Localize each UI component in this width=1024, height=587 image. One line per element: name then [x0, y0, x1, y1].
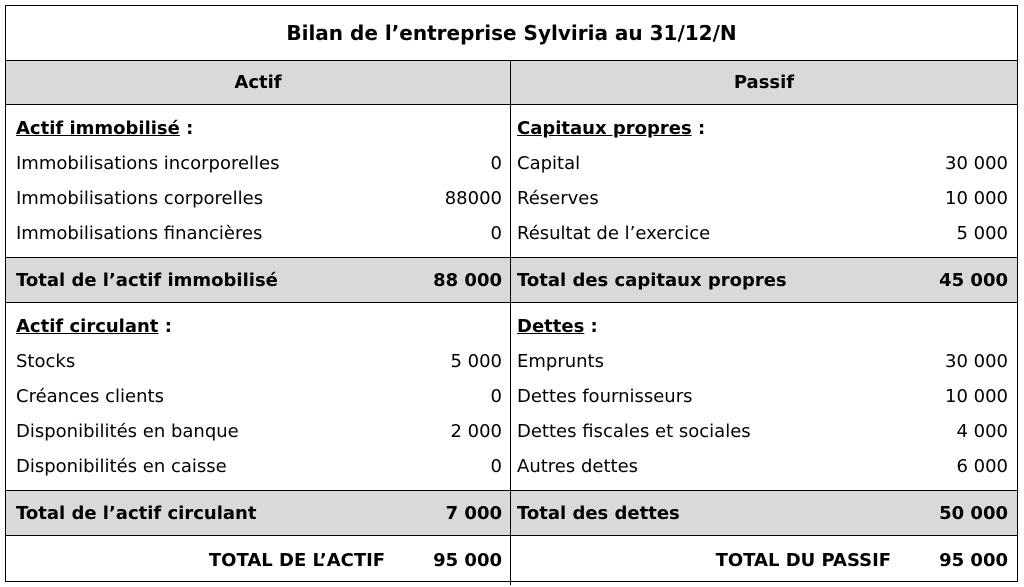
table-row: Créances clients 0	[16, 379, 502, 414]
header-passif: Passif	[733, 72, 795, 93]
row-label: Réserves	[517, 188, 599, 209]
row-label: Capital	[517, 153, 581, 174]
grand-total-row: TOTAL DE L’ACTIF 95 000 TOTAL DU PASSIF …	[6, 536, 1017, 585]
table-row: Immobilisations financières 0	[16, 216, 502, 251]
row-value: 2 000	[450, 421, 502, 442]
table-title: Bilan de l’entreprise Sylviria au 31/12/…	[6, 6, 1017, 61]
section-immobilise-capitaux: Actif immobilisé : Immobilisations incor…	[6, 105, 1017, 258]
row-value: 0	[490, 456, 502, 477]
table-row: Dettes fiscales et sociales 4 000	[517, 414, 1008, 449]
row-label: Dettes fiscales et sociales	[517, 421, 751, 442]
row-value: 10 000	[945, 386, 1008, 407]
total-row-1: Total de l’actif immobilisé 88 000 Total…	[6, 258, 1017, 303]
heading-actif-circulant: Actif circulant	[16, 316, 159, 337]
row-value: 88000	[444, 188, 502, 209]
row-value: 6 000	[956, 456, 1008, 477]
row-label: Dettes fournisseurs	[517, 386, 693, 407]
actif-circulant-block: Actif circulant : Stocks 5 000 Créances …	[6, 303, 511, 490]
row-label: Résultat de l’exercice	[517, 223, 711, 244]
row-label: Immobilisations financières	[16, 223, 263, 244]
total-capitaux-propres: Total des capitaux propres 45 000	[517, 269, 1008, 291]
section-heading: Capitaux propres :	[517, 118, 706, 139]
total-actif-circulant: Total de l’actif circulant 7 000	[6, 491, 511, 535]
heading-actif-immobilise: Actif immobilisé	[16, 118, 180, 139]
row-value: 30 000	[945, 351, 1008, 372]
row-label: Stocks	[16, 351, 76, 372]
row-label: Disponibilités en banque	[16, 421, 239, 442]
total-actif-immobilise: Total de l’actif immobilisé 88 000	[6, 258, 511, 302]
table-row: Autres dettes 6 000	[517, 449, 1008, 484]
row-value: 0	[490, 223, 502, 244]
table-row: Stocks 5 000	[16, 344, 502, 379]
row-value: 5 000	[956, 223, 1008, 244]
row-value: 0	[490, 386, 502, 407]
capitaux-propres-block: Capitaux propres : Capital 30 000 Réserv…	[511, 105, 1017, 257]
row-value: 5 000	[450, 351, 502, 372]
table-row: Disponibilités en banque 2 000	[16, 414, 502, 449]
grand-total-passif: TOTAL DU PASSIF 95 000	[715, 550, 1008, 571]
table-row: Immobilisations corporelles 88000	[16, 181, 502, 216]
grand-total-actif: TOTAL DE L’ACTIF 95 000	[6, 536, 511, 585]
table-row: Résultat de l’exercice 5 000	[517, 216, 1008, 251]
column-headers: Actif Passif	[6, 61, 1017, 105]
row-value: 10 000	[945, 188, 1008, 209]
heading-capitaux-propres: Capitaux propres	[517, 118, 692, 139]
section-heading: Actif circulant :	[16, 316, 172, 337]
dettes-block: Dettes : Emprunts 30 000 Dettes fourniss…	[511, 303, 1017, 490]
row-value: 0	[490, 153, 502, 174]
row-label: Créances clients	[16, 386, 164, 407]
balance-sheet-table: Bilan de l’entreprise Sylviria au 31/12/…	[5, 5, 1018, 585]
row-value: 4 000	[956, 421, 1008, 442]
total-dettes: Total des dettes 50 000	[517, 502, 1008, 524]
table-row: Réserves 10 000	[517, 181, 1008, 216]
row-label: Disponibilités en caisse	[16, 456, 227, 477]
table-row: Capital 30 000	[517, 146, 1008, 181]
heading-dettes: Dettes	[517, 316, 585, 337]
row-label: Immobilisations corporelles	[16, 188, 264, 209]
section-heading: Dettes :	[517, 316, 598, 337]
row-value: 30 000	[945, 153, 1008, 174]
row-label: Autres dettes	[517, 456, 639, 477]
table-row: Dettes fournisseurs 10 000	[517, 379, 1008, 414]
section-heading: Actif immobilisé :	[16, 118, 194, 139]
header-actif: Actif	[6, 61, 511, 104]
row-label: Emprunts	[517, 351, 604, 372]
table-row: Emprunts 30 000	[517, 344, 1008, 379]
actif-immobilise-block: Actif immobilisé : Immobilisations incor…	[6, 105, 511, 257]
table-row: Disponibilités en caisse 0	[16, 449, 502, 484]
row-label: Immobilisations incorporelles	[16, 153, 280, 174]
section-circulant-dettes: Actif circulant : Stocks 5 000 Créances …	[6, 303, 1017, 491]
total-row-2: Total de l’actif circulant 7 000 Total d…	[6, 491, 1017, 536]
table-row: Immobilisations incorporelles 0	[16, 146, 502, 181]
